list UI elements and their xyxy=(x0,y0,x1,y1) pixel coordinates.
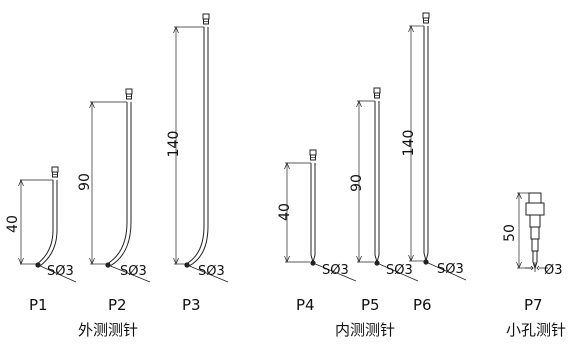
group-label-hole: 小孔测针 xyxy=(506,321,566,339)
probe-p2-leader xyxy=(107,264,151,283)
probe-p6-dimension xyxy=(408,25,424,262)
probe-label-p3: P3 xyxy=(182,296,201,314)
probe-p1-tip-label: SØ3 xyxy=(47,264,74,279)
probe-p6: 140 SØ3 xyxy=(401,12,467,281)
probe-p7-tip-label: Ø3 xyxy=(544,263,563,278)
probe-label-p2: P2 xyxy=(108,296,127,314)
probe-p2-dimension-label: 90 xyxy=(77,173,93,191)
probe-p7: 50 Ø3 xyxy=(502,192,563,278)
group-label-inner: 内测测针 xyxy=(335,321,395,339)
probe-p4-tip-label: SØ3 xyxy=(322,263,349,278)
probe-p2: 90 SØ3 xyxy=(77,88,151,283)
probe-p7-diameter-marks xyxy=(525,265,548,271)
probe-p2-tip-label: SØ3 xyxy=(120,264,147,279)
probe-p6-dimension-label: 140 xyxy=(401,130,417,157)
probe-p2-shaft xyxy=(106,88,133,267)
probe-p5-leader xyxy=(376,262,419,282)
probe-p7-dimension-label: 50 xyxy=(502,224,518,242)
probe-p3-shaft xyxy=(185,13,210,267)
probe-p3: 140 SØ3 xyxy=(166,13,229,283)
probe-p5-dimension xyxy=(356,100,375,263)
probe-p7-body xyxy=(525,192,545,272)
probe-p1-leader xyxy=(37,264,77,283)
probe-label-p6: P6 xyxy=(413,296,432,314)
probe-p6-shaft xyxy=(422,12,430,262)
probe-label-p4: P4 xyxy=(296,296,315,314)
group-label-outer: 外测测针 xyxy=(78,321,138,339)
probe-p6-leader xyxy=(425,261,467,281)
probe-p3-dimension-label: 140 xyxy=(166,131,182,158)
probe-p1-dimension xyxy=(18,179,53,265)
probe-p6-tip-label: SØ3 xyxy=(437,262,464,277)
probe-label-p7: P7 xyxy=(524,296,543,314)
probe-p4-dimension-label: 40 xyxy=(277,203,293,221)
probe-p3-leader xyxy=(186,264,229,283)
probe-p5-tip-label: SØ3 xyxy=(386,263,413,278)
probe-p3-tip-label: SØ3 xyxy=(198,264,225,279)
probe-label-p1: P1 xyxy=(29,296,48,314)
probe-p4-dimension xyxy=(284,162,311,263)
probe-p4-shaft xyxy=(309,149,317,263)
probe-p5: 90 SØ3 xyxy=(349,87,419,282)
probe-p1-shaft xyxy=(36,166,59,267)
probe-p1-dimension-label: 40 xyxy=(5,215,21,233)
probe-p1: 40 SØ3 xyxy=(5,166,77,283)
probe-p4-leader xyxy=(312,262,357,282)
probe-p5-shaft xyxy=(373,87,381,263)
probe-p4: 40 SØ3 xyxy=(277,149,357,282)
probe-p5-dimension-label: 90 xyxy=(349,174,365,192)
probe-p2-dimension xyxy=(89,101,127,265)
probe-p3-dimension xyxy=(173,26,204,265)
probe-label-p5: P5 xyxy=(361,296,380,314)
